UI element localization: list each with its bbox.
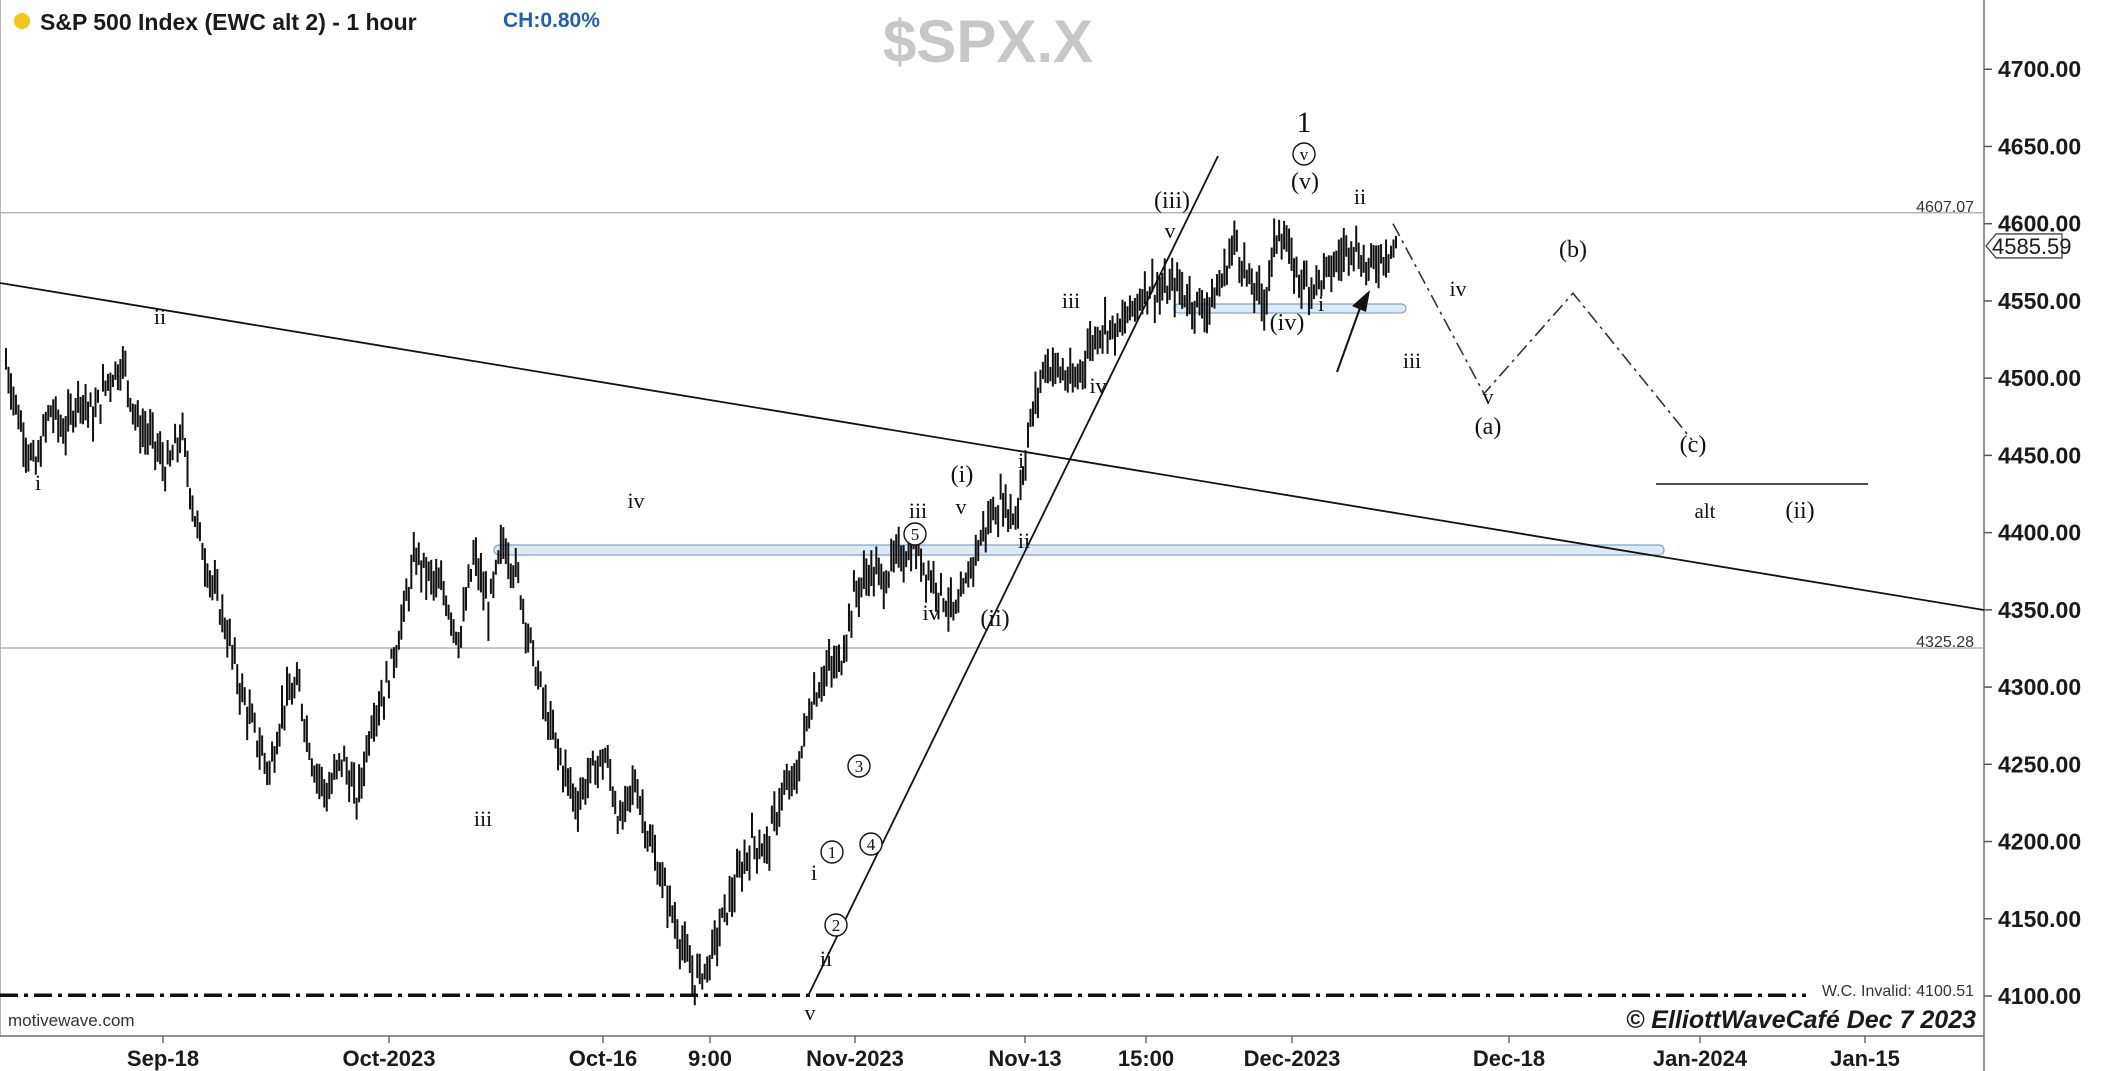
wave-label: (iv)	[1270, 310, 1305, 336]
y-tick-label: 4300.00	[1998, 674, 2081, 700]
wave-label: v	[1165, 218, 1176, 243]
wave-label: (iii)	[1154, 188, 1190, 214]
change-label: CH:0.80%	[503, 9, 600, 32]
last-price-marker	[1985, 233, 2063, 259]
arrow	[1336, 307, 1361, 373]
wave-label: ii	[1018, 528, 1030, 553]
circled-wave-marker	[824, 913, 848, 937]
y-tick-label: 4450.00	[1998, 442, 2081, 468]
wave-label: (c)	[1680, 432, 1707, 458]
wave-label: v	[956, 494, 967, 519]
circled-wave-marker	[820, 840, 844, 864]
price-bars	[5, 218, 1397, 1006]
y-tick-label: 4200.00	[1998, 829, 2081, 855]
status-dot	[14, 13, 30, 29]
y-tick-label: 4700.00	[1998, 56, 2081, 82]
wave-label: v	[805, 1000, 816, 1025]
x-tick-label: Sep-18	[127, 1046, 199, 1071]
wave-label: (ii)	[1785, 498, 1814, 524]
wave-label: (i)	[951, 462, 974, 488]
wave-label: (b)	[1559, 237, 1587, 263]
circled-wave-label: 3	[855, 757, 864, 776]
x-axis[interactable]: Sep-18 Oct-2023 Oct-16 9:00 Nov-2023 Nov-13 15…	[127, 1036, 1900, 1071]
wave-label: i	[811, 860, 817, 885]
x-tick-label: Dec-18	[1473, 1046, 1545, 1071]
circled-wave-marker	[847, 754, 871, 778]
x-tick-label: 9:00	[688, 1046, 732, 1071]
symbol-watermark: $SPX.X	[883, 8, 1093, 75]
plot-area	[0, 0, 1984, 1036]
wave-label: (ii)	[980, 606, 1009, 632]
y-tick-label: 4650.00	[1998, 133, 2081, 159]
invalidation-label: W.C. Invalid: 4100.51	[1822, 983, 1974, 1000]
y-tick-label: 4350.00	[1998, 597, 2081, 623]
wave-label: ii	[154, 304, 166, 329]
wave-label: iii	[1062, 288, 1080, 313]
support-zones	[493, 303, 1665, 556]
circled-wave-label: 2	[832, 916, 841, 935]
y-tick-label: 4100.00	[1998, 983, 2081, 1009]
arrow-head	[1352, 290, 1370, 312]
source-label: motivewave.com	[8, 1011, 135, 1030]
wave-label: (v)	[1291, 169, 1319, 195]
horizontal-reference-lines: 4607.07 4325.28 W.C. Invalid: 4100.51	[0, 199, 1984, 1000]
wave-label: iii	[1403, 348, 1421, 373]
x-tick-label: Nov-2023	[806, 1046, 904, 1071]
wave-label: iii	[909, 498, 927, 523]
circled-wave-marker	[903, 522, 927, 546]
wave-label: ii	[1354, 184, 1366, 209]
y-tick-label: 4600.00	[1998, 211, 2081, 237]
x-tick-label: Oct-2023	[343, 1046, 436, 1071]
y-axis[interactable]: 4100.00 4150.00 4200.00 4250.00 4300.00 4350.…	[1984, 56, 2081, 1009]
wave-label: alt	[1695, 499, 1716, 523]
x-tick-label: Nov-13	[988, 1046, 1061, 1071]
wave-label: iv	[1089, 373, 1106, 398]
x-tick-label: Oct-16	[569, 1046, 637, 1071]
copyright-label: © ElliottWaveCafé Dec 7 2023	[1626, 1006, 1976, 1034]
wave-label: iv	[627, 488, 644, 513]
wave-labels: iiiiiiivviiiivv(i)(ii)iiiiiiivv(iii)(iv)…	[35, 106, 1815, 1025]
wave-label: i	[1318, 291, 1324, 316]
copyright-bg	[1636, 1004, 1982, 1034]
support-zone	[493, 544, 1665, 556]
x-tick-label: Jan-15	[1830, 1046, 1900, 1071]
wave-label: i	[1018, 448, 1024, 473]
wave-label: (a)	[1475, 414, 1502, 440]
circled-wave-marker	[859, 832, 883, 856]
last-price-label: 4585.59	[1992, 234, 2072, 259]
x-tick-label: Dec-2023	[1244, 1046, 1341, 1071]
y-tick-label: 4500.00	[1998, 365, 2081, 391]
wave-label: ii	[820, 946, 832, 971]
circled-wave-label: 4	[867, 835, 876, 854]
wave-label: v	[1483, 384, 1494, 409]
circled-wave-marker	[1292, 142, 1316, 166]
chart-title: S&P 500 Index (EWC alt 2) - 1 hour	[40, 9, 417, 35]
circled-wave-label: 5	[911, 525, 920, 544]
y-tick-label: 4150.00	[1998, 906, 2081, 932]
circled-wave-label: v	[1300, 145, 1309, 164]
trendline	[0, 282, 1985, 611]
wave-label: i	[35, 470, 41, 495]
y-tick-label: 4250.00	[1998, 751, 2081, 777]
price-level-label: 4325.28	[1916, 634, 1974, 651]
x-tick-label: Jan-2024	[1653, 1046, 1748, 1071]
price-level-label: 4607.07	[1916, 199, 1974, 216]
x-tick-label: 15:00	[1118, 1046, 1174, 1071]
y-tick-label: 4550.00	[1998, 288, 2081, 314]
wave-label: 1	[1297, 106, 1312, 139]
wave-label: iv	[1449, 276, 1466, 301]
wave-label: iv	[922, 600, 939, 625]
y-tick-label: 4400.00	[1998, 520, 2081, 546]
wave-label: iii	[474, 806, 492, 831]
circled-wave-label: 1	[828, 843, 837, 862]
